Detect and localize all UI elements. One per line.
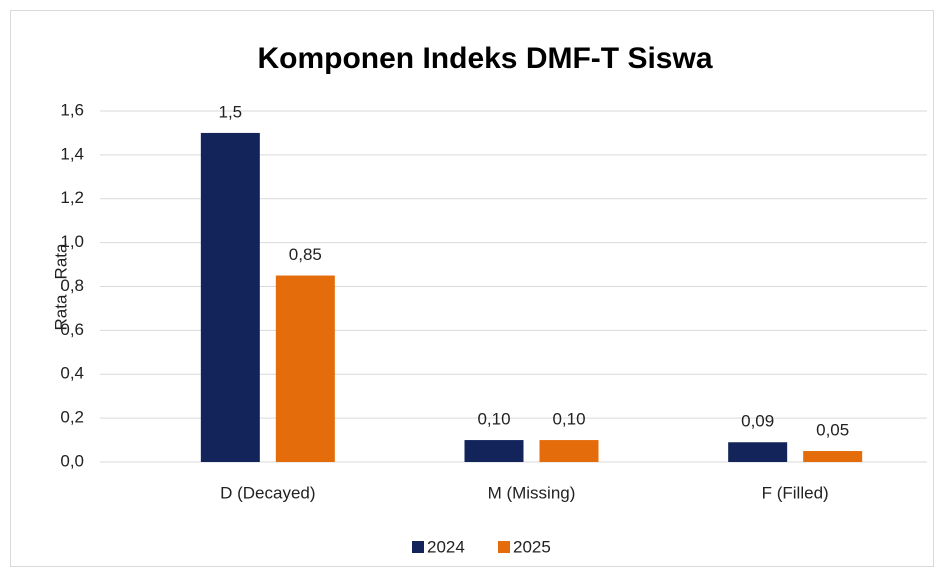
value-label: 0,09 bbox=[741, 412, 774, 431]
x-tick-label: D (Decayed) bbox=[220, 483, 315, 502]
bar bbox=[464, 440, 524, 462]
value-label: 0,85 bbox=[289, 245, 322, 264]
chart-frame bbox=[10, 10, 934, 567]
y-tick-label: 1,2 bbox=[60, 188, 84, 207]
legend-swatch bbox=[412, 541, 424, 553]
value-label: 1,5 bbox=[219, 102, 243, 121]
value-label: 0,10 bbox=[552, 410, 585, 429]
y-tick-label: 1,0 bbox=[60, 232, 84, 251]
bar bbox=[539, 440, 599, 462]
bar bbox=[803, 451, 863, 462]
chart-title: Komponen Indeks DMF-T Siswa bbox=[257, 42, 712, 75]
legend-label: 2025 bbox=[513, 537, 551, 556]
y-tick-label: 0,4 bbox=[60, 364, 84, 383]
y-tick-label: 1,4 bbox=[60, 144, 84, 163]
x-tick-label: M (Missing) bbox=[488, 483, 576, 502]
value-label: 0,10 bbox=[477, 410, 510, 429]
y-tick-label: 0,2 bbox=[60, 408, 84, 427]
y-tick-label: 0,0 bbox=[60, 451, 84, 470]
value-label: 0,05 bbox=[816, 421, 849, 440]
y-tick-label: 0,6 bbox=[60, 320, 84, 339]
y-axis-label: Rata - Rata bbox=[51, 243, 70, 330]
bar bbox=[275, 275, 335, 462]
x-tick-label: F (Filled) bbox=[762, 483, 829, 502]
y-tick-label: 1,6 bbox=[60, 100, 84, 119]
legend-swatch bbox=[498, 541, 510, 553]
y-tick-label: 0,8 bbox=[60, 276, 84, 295]
bar bbox=[200, 132, 260, 462]
legend-label: 2024 bbox=[427, 537, 465, 556]
bar bbox=[728, 442, 788, 462]
